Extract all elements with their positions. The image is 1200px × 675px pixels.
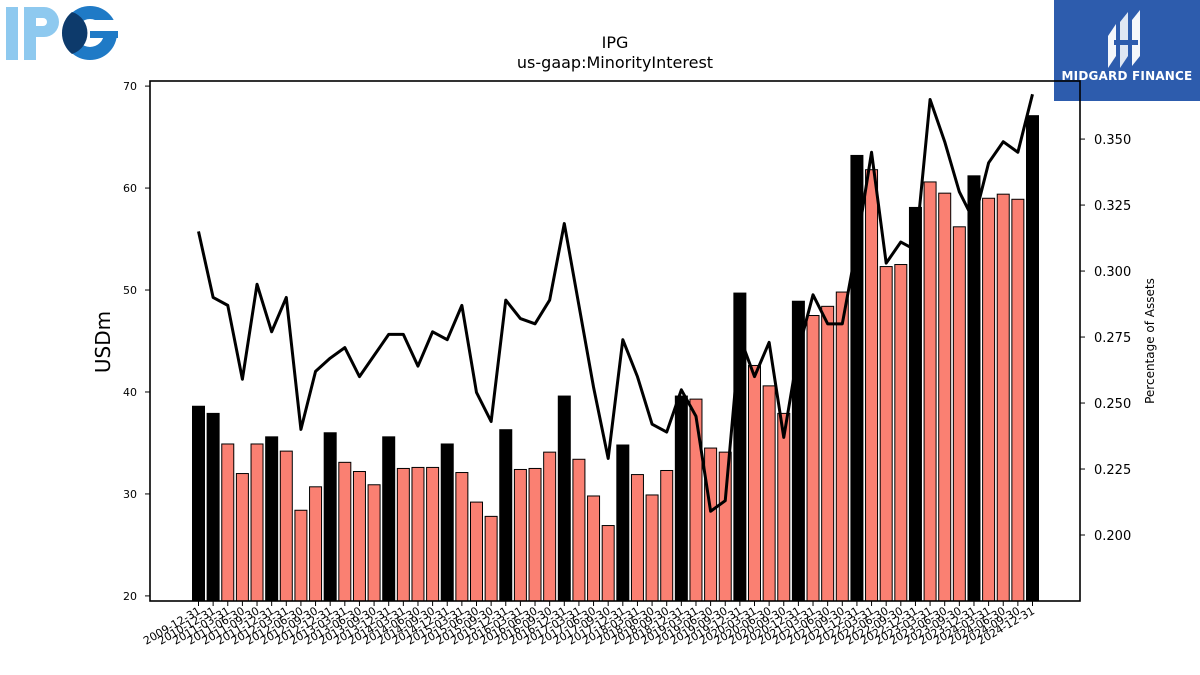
bar-2024-06-30 — [996, 193, 1010, 602]
bar-2022-06-30 — [879, 266, 893, 602]
ipg-logo-icon — [6, 6, 120, 60]
bar-2023-06-30 — [938, 192, 952, 602]
y-tick-label: 60 — [123, 182, 137, 195]
bar-2024-09-30 — [1011, 198, 1025, 602]
plot-frame — [149, 80, 1081, 602]
bar-2017-12-31 — [616, 444, 630, 602]
brand-label: MIDGARD FINANCE — [1061, 69, 1193, 83]
y2-tick-label: 0.225 — [1094, 463, 1131, 478]
y2-tick-label: 0.275 — [1094, 331, 1131, 346]
bar-2013-03-31 — [338, 461, 352, 602]
bar-2015-09-30 — [484, 515, 498, 602]
bar-2012-12-31 — [323, 432, 337, 602]
bar-2012-03-31 — [279, 450, 293, 602]
y2-tick-label: 0.250 — [1094, 397, 1131, 412]
bar-2021-03-31 — [806, 315, 820, 602]
bar-2014-09-30 — [426, 466, 440, 602]
y2-tick-label: 0.350 — [1094, 133, 1131, 148]
bar-2017-09-30 — [601, 525, 615, 602]
line-group — [197, 93, 1034, 513]
y2-axis-label: Percentage of Assets — [1143, 278, 1157, 404]
bar-2021-06-30 — [821, 305, 835, 602]
bar-2013-09-30 — [367, 484, 381, 602]
bar-2019-09-30 — [718, 451, 732, 602]
y2-tick-label: 0.200 — [1094, 529, 1131, 544]
bar-2018-06-30 — [645, 494, 659, 602]
bar-2011-03-31 — [221, 443, 235, 602]
bar-2016-09-30 — [543, 451, 557, 602]
bar-2023-09-30 — [952, 226, 966, 602]
y-tick-label: 50 — [123, 284, 137, 297]
bar-2021-09-30 — [835, 291, 849, 602]
bar-2016-03-31 — [513, 468, 527, 602]
bar-2017-06-30 — [587, 495, 601, 602]
bar-2017-03-31 — [572, 458, 586, 602]
y-tick-label: 70 — [123, 80, 137, 93]
bar-2016-06-30 — [528, 467, 542, 602]
bar-2012-09-30 — [309, 486, 323, 602]
y2-tick-label: 0.325 — [1094, 199, 1131, 214]
bar-2019-03-31 — [689, 398, 703, 602]
bar-2016-12-31 — [557, 395, 571, 602]
bar-2013-06-30 — [352, 471, 366, 602]
percentage-of-assets-line — [197, 93, 1034, 513]
midgard-finance-logo-icon — [1108, 10, 1140, 68]
bar-2020-03-31 — [748, 364, 761, 602]
chart-title: IPG — [602, 33, 629, 52]
bar-2011-06-30 — [235, 473, 249, 602]
y-tick-label: 40 — [123, 386, 137, 399]
y2-tick-label: 0.300 — [1094, 265, 1131, 280]
bar-2009-12-31 — [192, 405, 205, 602]
bar-2012-06-30 — [294, 509, 308, 602]
midgard-finance-logo: MIDGARD FINANCE — [1054, 0, 1200, 101]
bar-2024-03-31 — [982, 197, 996, 602]
bar-2013-12-31 — [382, 436, 396, 602]
bar-2018-03-31 — [630, 474, 644, 602]
bar-2020-06-30 — [762, 385, 776, 602]
bars-group — [192, 115, 1039, 602]
bar-2014-03-31 — [396, 467, 410, 602]
bar-2011-09-30 — [250, 443, 264, 602]
bar-2015-06-30 — [470, 501, 483, 602]
bar-2023-12-31 — [967, 175, 981, 602]
bar-2010-12-31 — [206, 412, 220, 602]
bar-2015-03-31 — [455, 472, 469, 602]
bar-2014-12-31 — [440, 443, 454, 602]
bar-2024-12-31 — [1026, 115, 1039, 602]
bar-2019-06-30 — [704, 447, 718, 602]
y-tick-label: 30 — [123, 488, 137, 501]
bar-2014-06-30 — [411, 466, 425, 602]
bar-2022-09-30 — [894, 264, 908, 602]
bar-2015-12-31 — [499, 429, 513, 602]
bar-2011-12-31 — [265, 436, 279, 602]
bar-2023-03-31 — [923, 181, 937, 602]
chart-subtitle: us-gaap:MinorityInterest — [517, 53, 713, 72]
y-tick-label: 20 — [123, 590, 137, 603]
bar-2022-03-31 — [865, 169, 879, 602]
bar-2022-12-31 — [908, 206, 922, 602]
bar-2018-12-31 — [674, 395, 688, 602]
bar-2020-09-30 — [777, 412, 791, 602]
bar-2018-09-30 — [660, 469, 674, 602]
y-axis-label: USDm — [91, 311, 115, 373]
